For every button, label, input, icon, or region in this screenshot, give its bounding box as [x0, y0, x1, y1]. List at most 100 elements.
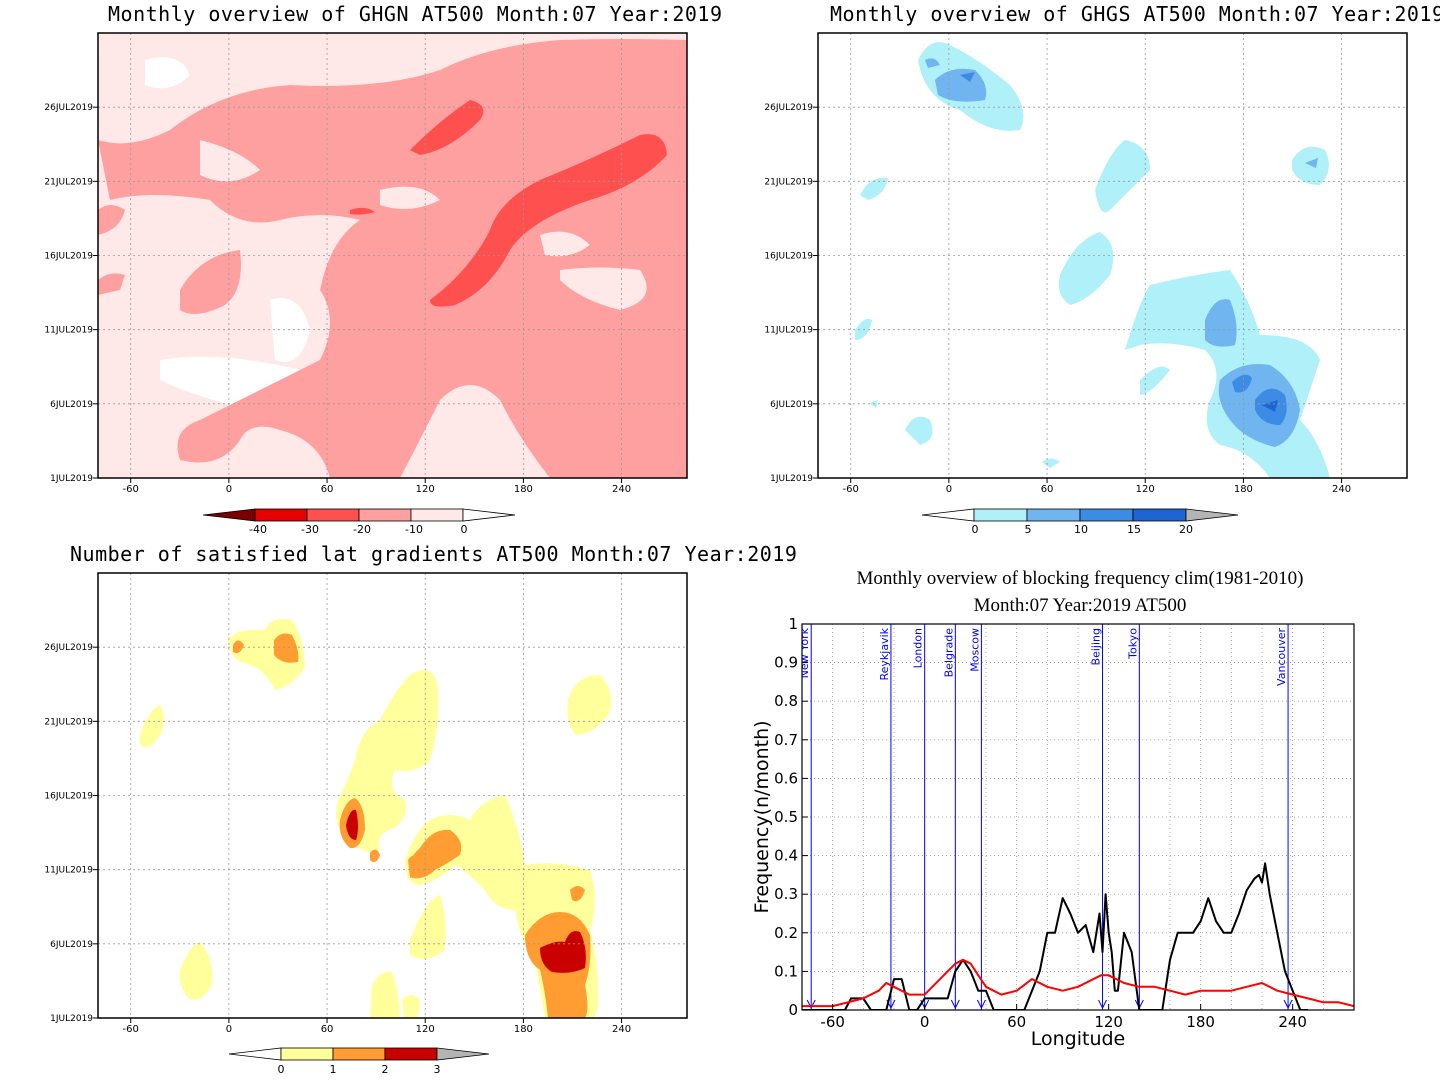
- ghgn-panel: -60 0 60 120 180 240 1JUL2019 6JUL2019 11JUL2019…: [44, 32, 688, 536]
- blocking-series-line-climatology: [802, 958, 1354, 1008]
- y-tick-label: 0.4: [774, 847, 798, 865]
- gradients-panel: -60 0 60 120 180 2401JUL20196JUL201911JUL2019…: [44, 572, 688, 1076]
- ghgn-colorbar-swatch: [358, 508, 412, 522]
- y-tick-label: 6JUL2019: [50, 940, 93, 950]
- ghgn-colorbar-swatch: [306, 508, 360, 522]
- blocking-title-line2: Month:07 Year:2019 AT500: [973, 595, 1187, 616]
- city-label: Vancouver: [1275, 628, 1288, 686]
- city-arrow: [976, 999, 986, 1010]
- ghgn-level-neg10: [98, 273, 125, 295]
- ghgn-title: Monthly overview of GHGN AT500 Month:07 …: [108, 2, 723, 26]
- ghgn-level-0: [200, 140, 260, 182]
- x-tick-label: 180: [514, 1024, 533, 1035]
- gradients-colorbar-label: 2: [382, 1063, 389, 1076]
- ghgs-colorbar-swatch: [973, 508, 1028, 522]
- y-tick-label: 0.6: [774, 769, 798, 787]
- x-tick-label: 180: [514, 484, 533, 495]
- ghgs-level-0: [905, 416, 933, 445]
- x-tick-label: 240: [1332, 484, 1351, 495]
- ghgs-panel: -60 0 60 120 180 240 1JUL2019 6JUL2019 11JUL2019…: [764, 32, 1408, 536]
- city-label: Beijing: [1090, 628, 1103, 665]
- gradients-level-1: [402, 995, 420, 1018]
- ghgs-level-5: [1205, 299, 1237, 347]
- x-tick-label: 60: [321, 1024, 334, 1035]
- x-tick-label: 60: [1041, 484, 1054, 495]
- ghgn-colorbar-swatch: [462, 508, 516, 522]
- gradients-level-1: [370, 971, 400, 1018]
- x-tick-label: 240: [612, 1024, 631, 1035]
- gradients-level-1: [567, 675, 612, 735]
- blocking-series: [802, 862, 1354, 1010]
- blocking-series-line-observed: [802, 862, 1308, 1010]
- ghgn-colorbar-swatch: [410, 508, 464, 522]
- x-tick-label: -60: [123, 1024, 139, 1035]
- x-tick-label: 120: [1136, 484, 1155, 495]
- ghgs-colorbar-swatch: [1079, 508, 1134, 522]
- gradients-colorbar-label: 0: [278, 1063, 285, 1076]
- ghgs-colorbar-label: 15: [1127, 523, 1141, 536]
- x-tick-label: -60: [123, 484, 139, 495]
- ghgs-colorbar-label: 10: [1074, 523, 1088, 536]
- blocking-grid: [801, 623, 1355, 1011]
- gradients-level-1: [140, 705, 164, 748]
- y-tick-label: 1JUL2019: [50, 474, 93, 484]
- ghgn-level-0: [540, 231, 590, 257]
- y-tick-label: 21JUL2019: [44, 717, 93, 727]
- city-label: New York: [798, 627, 811, 678]
- ghgs-axis-ticks: -60 0 60 120 180 240 1JUL2019 6JUL2019 11JUL2019…: [764, 103, 1351, 495]
- ghgn-colorbar-swatch: [254, 508, 308, 522]
- y-tick-label: 0.1: [774, 962, 798, 980]
- city-arrow: [1098, 999, 1107, 1010]
- ghgn-level-neg10: [98, 39, 687, 478]
- gradients-colorbar-swatch: [228, 1047, 282, 1061]
- y-tick-label: 26JUL2019: [44, 643, 93, 653]
- x-tick-label: 60: [1007, 1013, 1026, 1031]
- ghgs-level-10: [1232, 374, 1252, 393]
- gradients-level-3: [540, 931, 586, 973]
- ghgn-colorbar-label: -30: [301, 523, 319, 536]
- y-tick-label: 0.9: [774, 654, 798, 672]
- gradients-colorbar: 0 1 2 3: [228, 1047, 490, 1076]
- x-tick-label: 120: [416, 484, 435, 495]
- x-tick-label: 0: [920, 1013, 930, 1031]
- ghgs-colorbar-label: 0: [972, 523, 979, 536]
- city-label: Tokyo: [1126, 628, 1139, 660]
- y-tick-label: 16JUL2019: [44, 252, 93, 262]
- ghgn-colorbar: -40 -30 -20 -10 0: [202, 508, 516, 536]
- gradients-level-2: [408, 855, 420, 878]
- ghgs-level-0: [1140, 366, 1170, 395]
- y-tick-label: 11JUL2019: [44, 866, 93, 876]
- city-arrow: [806, 999, 816, 1010]
- city-arrow: [1283, 999, 1293, 1010]
- gradients-colorbar-label: 3: [434, 1063, 441, 1076]
- ghgn-colorbar-label: -40: [249, 523, 267, 536]
- y-tick-label: 11JUL2019: [764, 326, 813, 336]
- y-tick-label: 21JUL2019: [44, 177, 93, 187]
- ghgn-white-region: [145, 57, 190, 89]
- ghgn-colorbar-label: -10: [405, 523, 423, 536]
- x-tick-label: 240: [612, 484, 631, 495]
- ghgs-colorbar-swatch: [1185, 508, 1239, 522]
- x-tick-label: 120: [1094, 1013, 1123, 1031]
- y-tick-label: 1JUL2019: [50, 1014, 93, 1024]
- y-tick-label: 6JUL2019: [50, 400, 93, 410]
- y-tick-label: 1: [788, 615, 798, 633]
- ghgs-colorbar-swatch: [921, 508, 975, 522]
- y-tick-label: 0: [788, 1001, 798, 1019]
- gradients-level-1: [336, 670, 439, 852]
- blocking-axis-ticks: 0 0.1 0.2 0.3 0.4 0.5 0.6 0.7 0.8 0.9 1 -60 0 60 120 18…: [774, 615, 1307, 1031]
- blocking-panel: New York Reykjavik London Belgrade Moscow Bei…: [751, 615, 1355, 1050]
- y-tick-label: 21JUL2019: [764, 177, 813, 187]
- x-tick-label: -60: [843, 484, 859, 495]
- ghgs-colorbar-swatch: [1132, 508, 1187, 522]
- gradients-colorbar-label: 1: [330, 1063, 337, 1076]
- ghgs-level-0: [1042, 458, 1060, 468]
- y-tick-label: 16JUL2019: [44, 792, 93, 802]
- gradients-level-1: [410, 895, 446, 959]
- y-tick-label: 1JUL2019: [770, 474, 813, 484]
- gradients-grid: [98, 573, 687, 1019]
- y-tick-label: 0.3: [774, 885, 798, 903]
- ghgs-colorbar-swatch: [1026, 508, 1081, 522]
- city-label: Moscow: [968, 628, 981, 672]
- x-tick-label: 60: [321, 484, 334, 495]
